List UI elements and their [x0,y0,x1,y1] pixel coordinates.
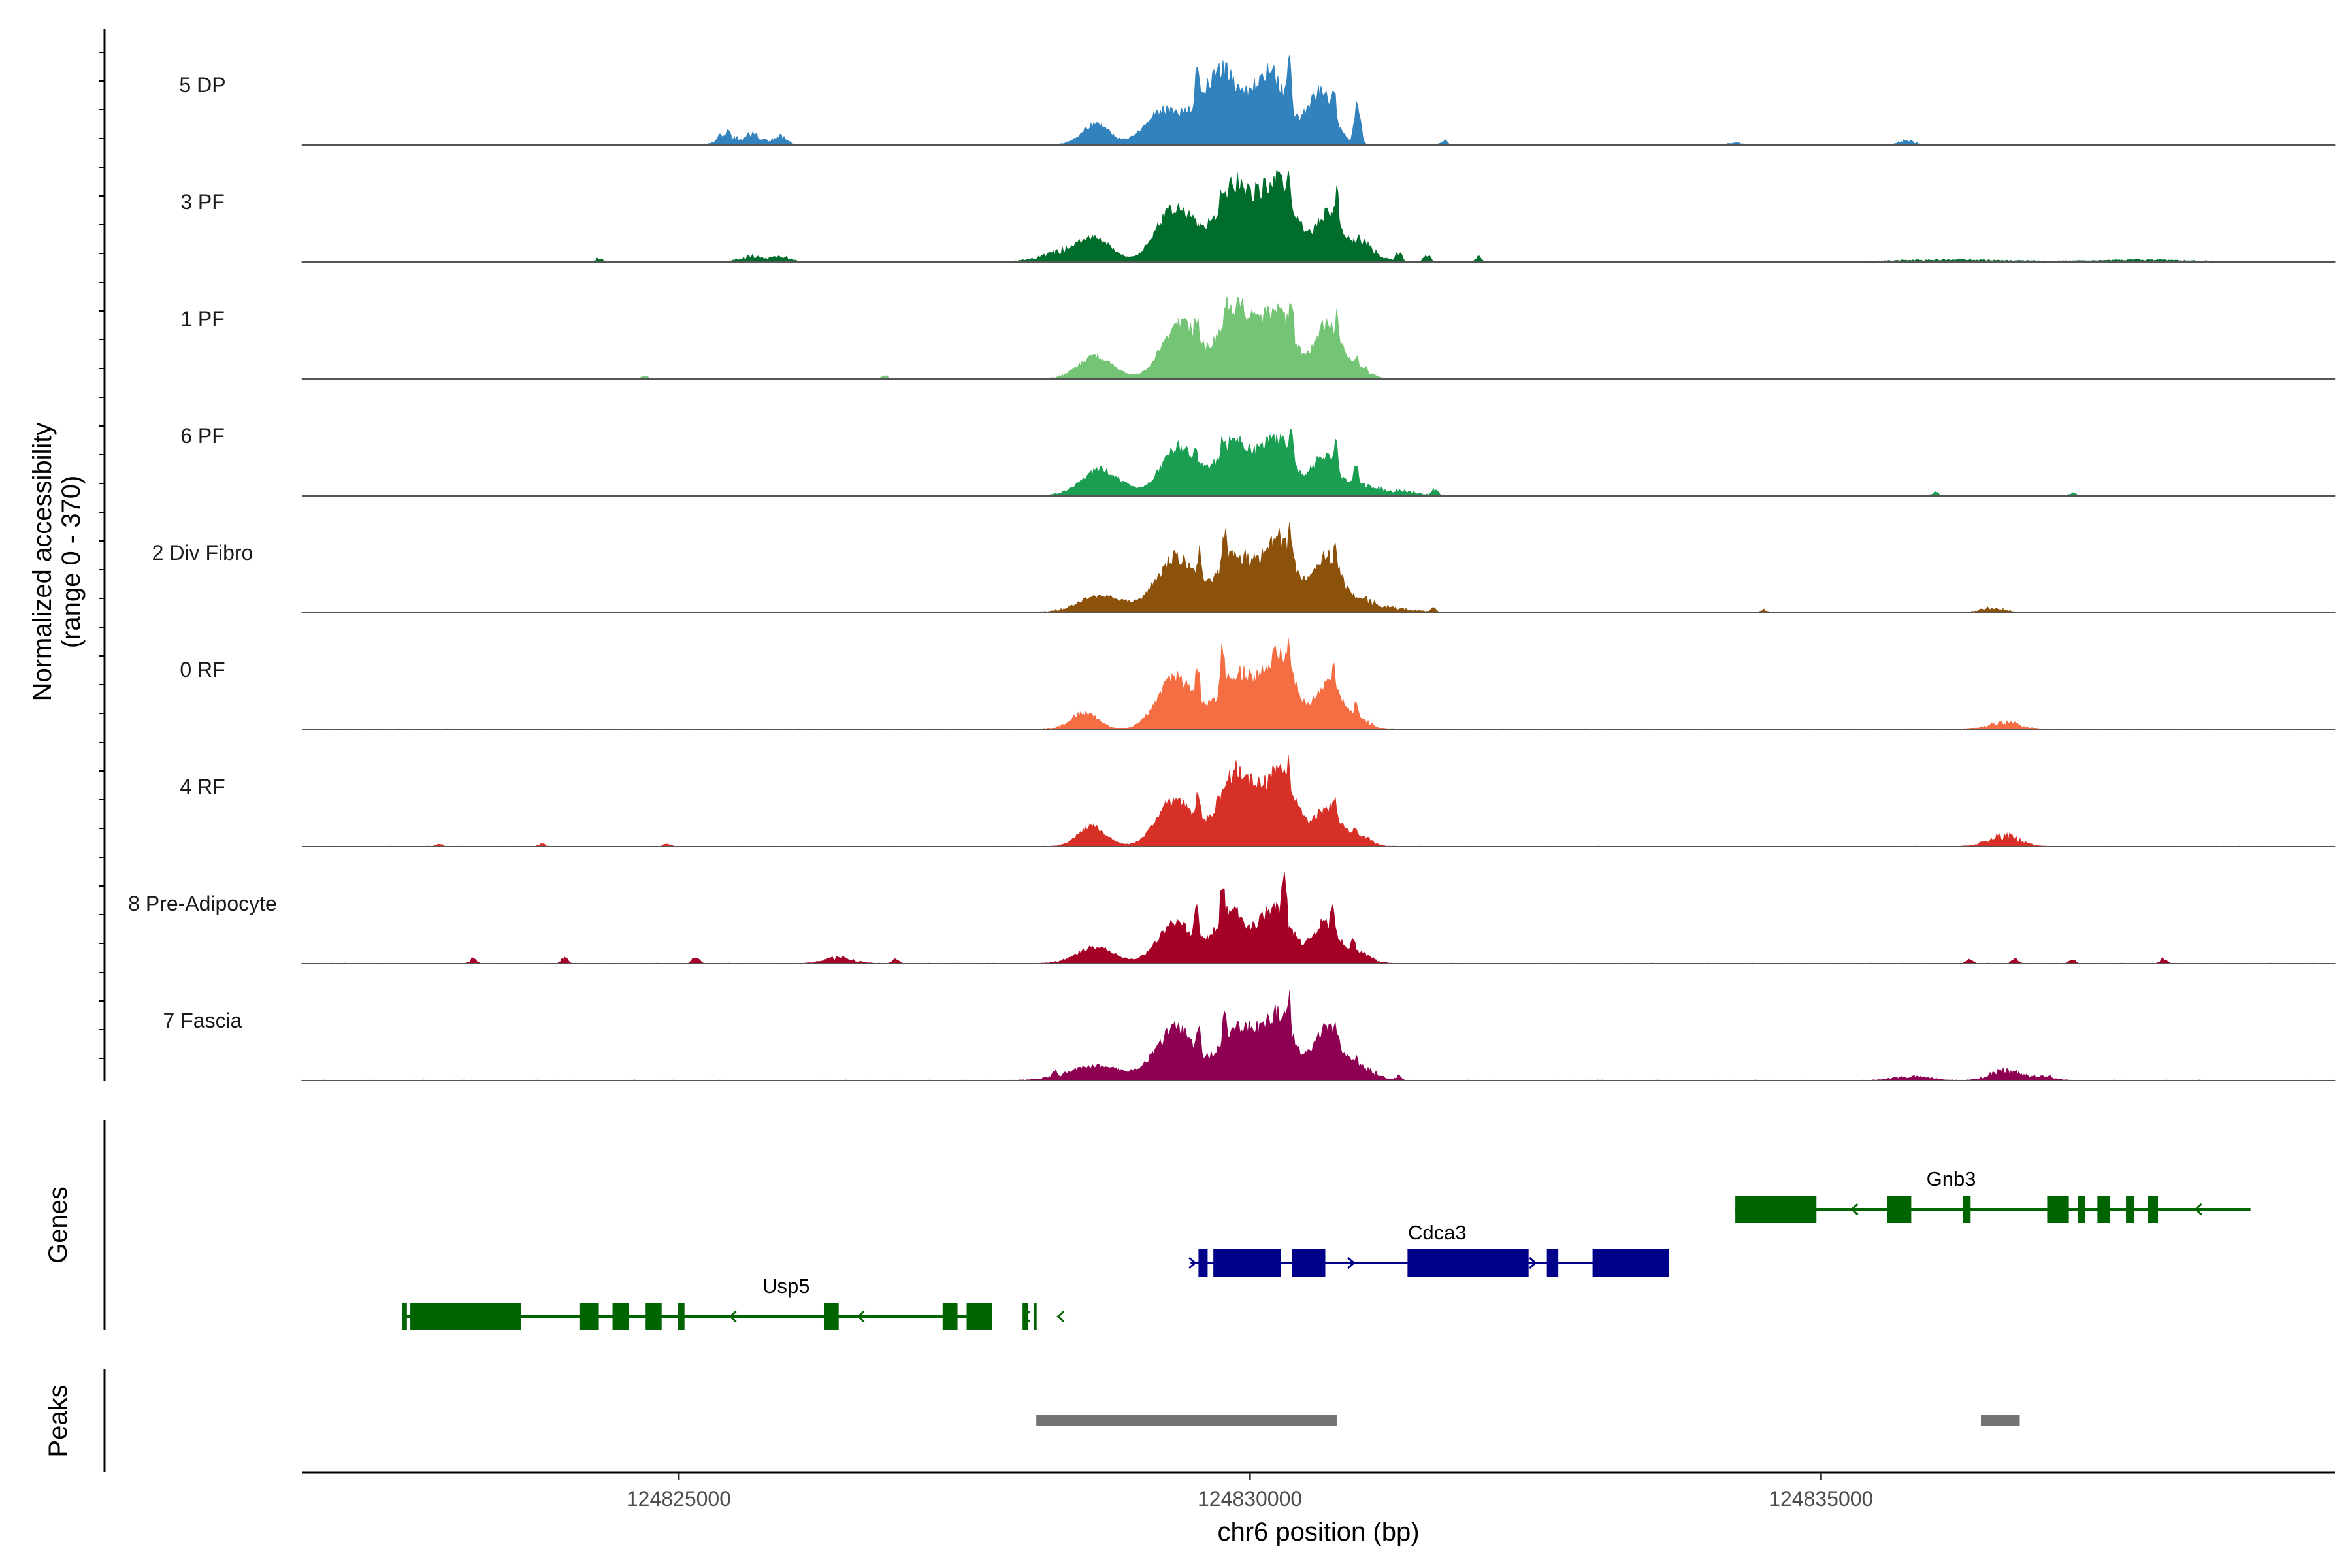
strand-arrow [1022,1310,1030,1323]
track-signal [302,428,2336,497]
gene-label: Usp5 [762,1275,809,1298]
track-7: 8 Pre-Adipocyte [128,872,2336,964]
gene-exon [1407,1249,1529,1277]
accessibility-tracks: 5 DP 3 PF 1 PF 6 PF 2 Div Fibro 0 RF 4 RF 8 Pre… [128,54,2336,1081]
track-label: 4 RF [180,775,225,798]
strand-arrow [728,1310,737,1323]
track-signal [301,522,2336,613]
track-signal [301,872,2336,964]
strand-arrow [408,1310,416,1323]
x-tick-label: 124825000 [627,1487,731,1511]
track-label: 7 Fascia [163,1009,242,1032]
track-0: 5 DP [179,54,2336,146]
gene-exon [1292,1249,1326,1277]
track-signal [301,296,2336,380]
track-label: 1 PF [180,307,225,331]
track-label: 3 PF [180,190,225,214]
gene-exon [966,1303,992,1330]
track-signal [301,54,2336,146]
gene-exon [1887,1196,1912,1223]
gene-exon [1022,1303,1028,1330]
gene-exon [2148,1196,2159,1223]
gene-exon [2126,1196,2134,1223]
track-signal [301,169,2336,263]
gene-exon [823,1303,839,1330]
strand-arrow [1056,1310,1065,1323]
gene-exon [579,1303,599,1330]
track-signal [301,755,2336,847]
track-1: 3 PF [180,169,2336,263]
strand-arrow [857,1310,865,1323]
gene-cdca3: Cdca3 [1188,1221,1669,1277]
genes-panel-label: Genes [44,1186,73,1264]
track-2: 1 PF [180,296,2336,380]
gene-exon [942,1303,958,1330]
track-8: 7 Fascia [163,990,2336,1081]
track-label: 2 Div Fibro [152,541,253,564]
track-signal [301,990,2336,1081]
track-label: 0 RF [180,658,225,681]
x-axis-ticks: 124825000 124830000 124835000 [627,1473,1873,1511]
gene-exon [402,1303,407,1330]
gene-exon [1592,1249,1669,1277]
peak-region [1036,1415,1337,1426]
gene-exon [1213,1249,1281,1277]
peak-region [1981,1415,2020,1426]
y-axis-label: Normalized accessibility [28,423,57,702]
x-tick-label: 124835000 [1769,1487,1873,1511]
x-axis-label: chr6 position (bp) [1217,1518,1419,1546]
track-5: 0 RF [180,638,2336,730]
gene-exon [1198,1249,1208,1277]
gene-exon [678,1303,685,1330]
track-3: 6 PF [180,424,2336,497]
gene-gnb3: Gnb3 [1735,1168,2251,1223]
track-signal [301,638,2336,730]
gene-label: Cdca3 [1408,1221,1467,1244]
gene-exon [1735,1196,1817,1223]
gene-annotations: Usp5 Cdca3 Gnb3 [402,1168,2251,1330]
strand-arrow [1529,1256,1537,1269]
gene-exon [1546,1249,1559,1277]
strand-arrow [1850,1203,1859,1216]
strand-arrow [1188,1256,1197,1269]
gene-exon [2097,1196,2110,1223]
gene-exon [612,1303,629,1330]
gene-exon [1963,1196,1971,1223]
track-label: 5 DP [179,73,225,97]
y-axis-ticks [99,52,105,1059]
gene-label: Gnb3 [1927,1168,1976,1190]
gene-usp5: Usp5 [402,1275,1065,1330]
peak-regions [1036,1415,2020,1426]
strand-arrow [2194,1203,2202,1216]
track-label: 6 PF [180,424,225,448]
gene-exon [1034,1303,1037,1330]
strand-arrow [1347,1256,1356,1269]
y-axis-range-label: (range 0 - 370) [57,476,86,649]
track-4: 2 Div Fibro [152,522,2336,613]
x-tick-label: 124830000 [1198,1487,1302,1511]
track-label: 8 Pre-Adipocyte [128,892,277,915]
gene-exon [645,1303,662,1330]
strand-arrow [974,1310,983,1323]
gene-exon [2078,1196,2085,1223]
peaks-panel-label: Peaks [44,1384,73,1457]
gene-exon [410,1303,521,1330]
track-6: 4 RF [180,755,2336,847]
gene-exon [2047,1196,2069,1223]
